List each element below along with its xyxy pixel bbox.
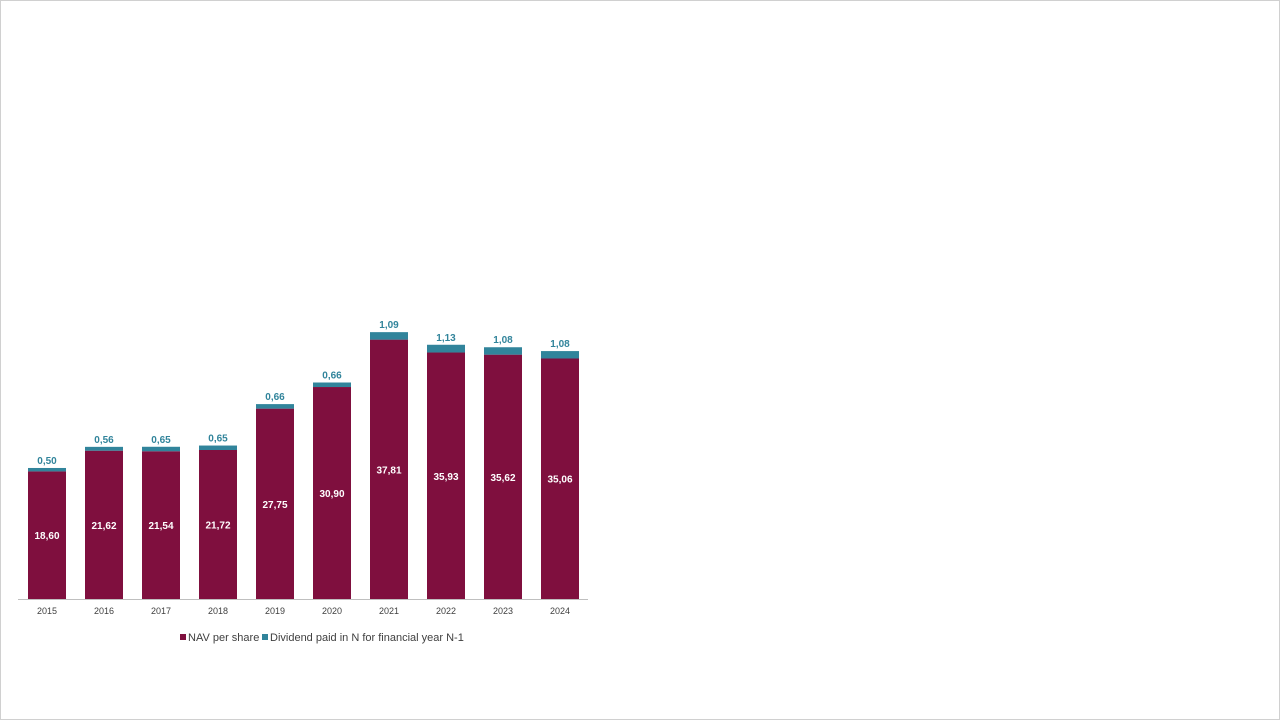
data-label-dividend-2021: 1,09 [379,320,399,331]
bar-nav-2016 [85,450,123,599]
legend-swatch-nav [180,634,186,640]
bar-dividend-2020 [313,382,351,388]
data-label-nav-2024: 35,06 [547,475,572,486]
data-label-nav-2016: 21,62 [91,521,116,532]
bar-nav-2015 [28,471,66,599]
x-tick-label-2017: 2017 [151,606,171,616]
bar-dividend-2016 [85,446,123,451]
data-label-nav-2018: 21,72 [205,521,230,532]
data-label-nav-2023: 35,62 [490,473,515,484]
data-label-dividend-2018: 0,65 [208,434,228,445]
bar-dividend-2017 [142,446,180,452]
data-label-dividend-2024: 1,08 [550,339,570,350]
bar-dividend-2018 [199,445,237,451]
x-tick-label-2018: 2018 [208,606,228,616]
bar-nav-2020 [313,387,351,599]
x-tick-label-2019: 2019 [265,606,285,616]
x-tick-label-2021: 2021 [379,606,399,616]
data-label-nav-2019: 27,75 [262,500,287,511]
x-tick-label-2016: 2016 [94,606,114,616]
data-label-nav-2021: 37,81 [376,465,401,476]
bar-dividend-2024 [541,351,579,359]
data-label-dividend-2017: 0,65 [151,435,171,446]
data-label-dividend-2015: 0,50 [37,456,57,467]
data-label-dividend-2023: 1,08 [493,335,513,346]
bar-dividend-2021 [370,332,408,340]
data-label-nav-2015: 18,60 [34,531,59,542]
bar-nav-2017 [142,451,180,599]
bar-dividend-2015 [28,467,66,472]
data-label-dividend-2019: 0,66 [265,392,285,403]
x-tick-label-2023: 2023 [493,606,513,616]
bar-nav-2019 [256,408,294,599]
data-label-dividend-2016: 0,56 [94,435,114,446]
data-label-dividend-2020: 0,66 [322,370,342,381]
data-label-dividend-2022: 1,13 [436,333,456,344]
data-label-nav-2017: 21,54 [148,521,173,532]
x-tick-label-2024: 2024 [550,606,570,616]
bar-nav-2024 [541,358,579,599]
bar-dividend-2022 [427,344,465,353]
legend-label-dividend: Dividend paid in N for financial year N-… [270,632,464,644]
x-tick-label-2020: 2020 [322,606,342,616]
bar-nav-2023 [484,354,522,599]
bar-nav-2018 [199,450,237,599]
bar-dividend-2019 [256,404,294,409]
bar-dividend-2023 [484,347,522,355]
data-label-nav-2022: 35,93 [433,472,458,483]
legend-label-nav: NAV per share [188,632,259,644]
bar-nav-2021 [370,339,408,599]
x-tick-label-2015: 2015 [37,606,57,616]
x-tick-label-2022: 2022 [436,606,456,616]
bar-nav-2022 [427,352,465,599]
data-label-nav-2020: 30,90 [319,489,344,500]
legend-swatch-dividend [262,634,268,640]
